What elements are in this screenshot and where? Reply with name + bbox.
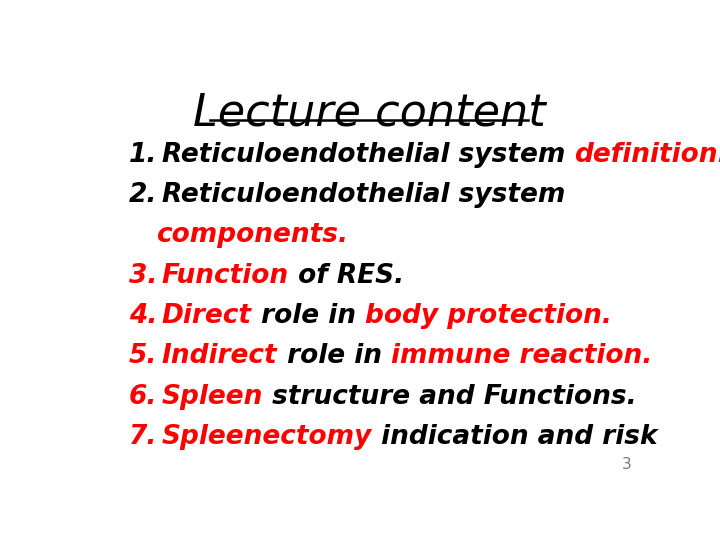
Text: body protection.: body protection. [365, 303, 612, 329]
Text: Indirect: Indirect [162, 343, 277, 369]
Text: role in: role in [277, 343, 391, 369]
Text: 3: 3 [621, 457, 631, 472]
Text: 2.: 2. [129, 182, 158, 208]
Text: role in: role in [252, 303, 365, 329]
Text: 3.: 3. [129, 263, 158, 289]
Text: 6.: 6. [129, 384, 158, 410]
Text: Spleen: Spleen [162, 384, 264, 410]
Text: definition.: definition. [575, 141, 720, 168]
Text: Spleenectomy: Spleenectomy [162, 424, 372, 450]
Text: Reticuloendothelial system: Reticuloendothelial system [162, 141, 575, 168]
Text: 4.: 4. [129, 303, 158, 329]
Text: Direct: Direct [162, 303, 252, 329]
Text: structure and Functions.: structure and Functions. [264, 384, 637, 410]
Text: indication and risk: indication and risk [372, 424, 658, 450]
Text: of RES.: of RES. [289, 263, 404, 289]
Text: Reticuloendothelial system: Reticuloendothelial system [162, 182, 565, 208]
Text: Lecture content: Lecture content [193, 92, 545, 135]
Text: 1.: 1. [129, 141, 158, 168]
Text: immune reaction.: immune reaction. [391, 343, 652, 369]
Text: Function: Function [162, 263, 289, 289]
Text: 5.: 5. [129, 343, 158, 369]
Text: 7.: 7. [129, 424, 158, 450]
Text: components.: components. [156, 222, 348, 248]
